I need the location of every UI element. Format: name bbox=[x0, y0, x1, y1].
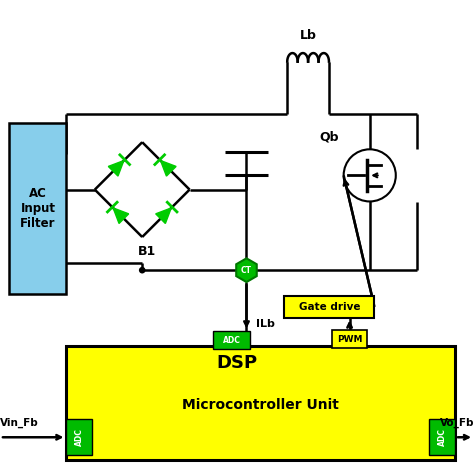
Text: ADC: ADC bbox=[75, 428, 84, 446]
Text: Gate drive: Gate drive bbox=[299, 302, 360, 312]
Text: ILb: ILb bbox=[256, 319, 275, 329]
Text: AC
Input
Filter: AC Input Filter bbox=[20, 187, 55, 230]
Text: Lb: Lb bbox=[300, 29, 317, 42]
Text: DSP: DSP bbox=[217, 354, 257, 372]
FancyBboxPatch shape bbox=[429, 419, 455, 455]
Text: Vin_Fb: Vin_Fb bbox=[0, 418, 39, 428]
FancyBboxPatch shape bbox=[66, 346, 455, 460]
Polygon shape bbox=[161, 161, 176, 176]
Text: Qb: Qb bbox=[319, 131, 339, 144]
Polygon shape bbox=[156, 208, 171, 223]
Text: Vo_Fb: Vo_Fb bbox=[439, 418, 474, 428]
FancyBboxPatch shape bbox=[284, 296, 374, 318]
FancyBboxPatch shape bbox=[9, 123, 66, 294]
Polygon shape bbox=[113, 208, 128, 223]
Text: CT: CT bbox=[241, 266, 252, 274]
Polygon shape bbox=[109, 161, 124, 176]
Circle shape bbox=[139, 267, 146, 273]
FancyBboxPatch shape bbox=[213, 331, 250, 349]
FancyBboxPatch shape bbox=[66, 419, 92, 455]
Text: ADC: ADC bbox=[438, 428, 447, 446]
Text: ADC: ADC bbox=[223, 336, 241, 345]
Polygon shape bbox=[236, 258, 257, 282]
Text: B1: B1 bbox=[138, 245, 156, 258]
Text: PWM: PWM bbox=[337, 335, 362, 344]
FancyBboxPatch shape bbox=[332, 330, 367, 348]
Text: Microcontroller Unit: Microcontroller Unit bbox=[182, 398, 339, 412]
